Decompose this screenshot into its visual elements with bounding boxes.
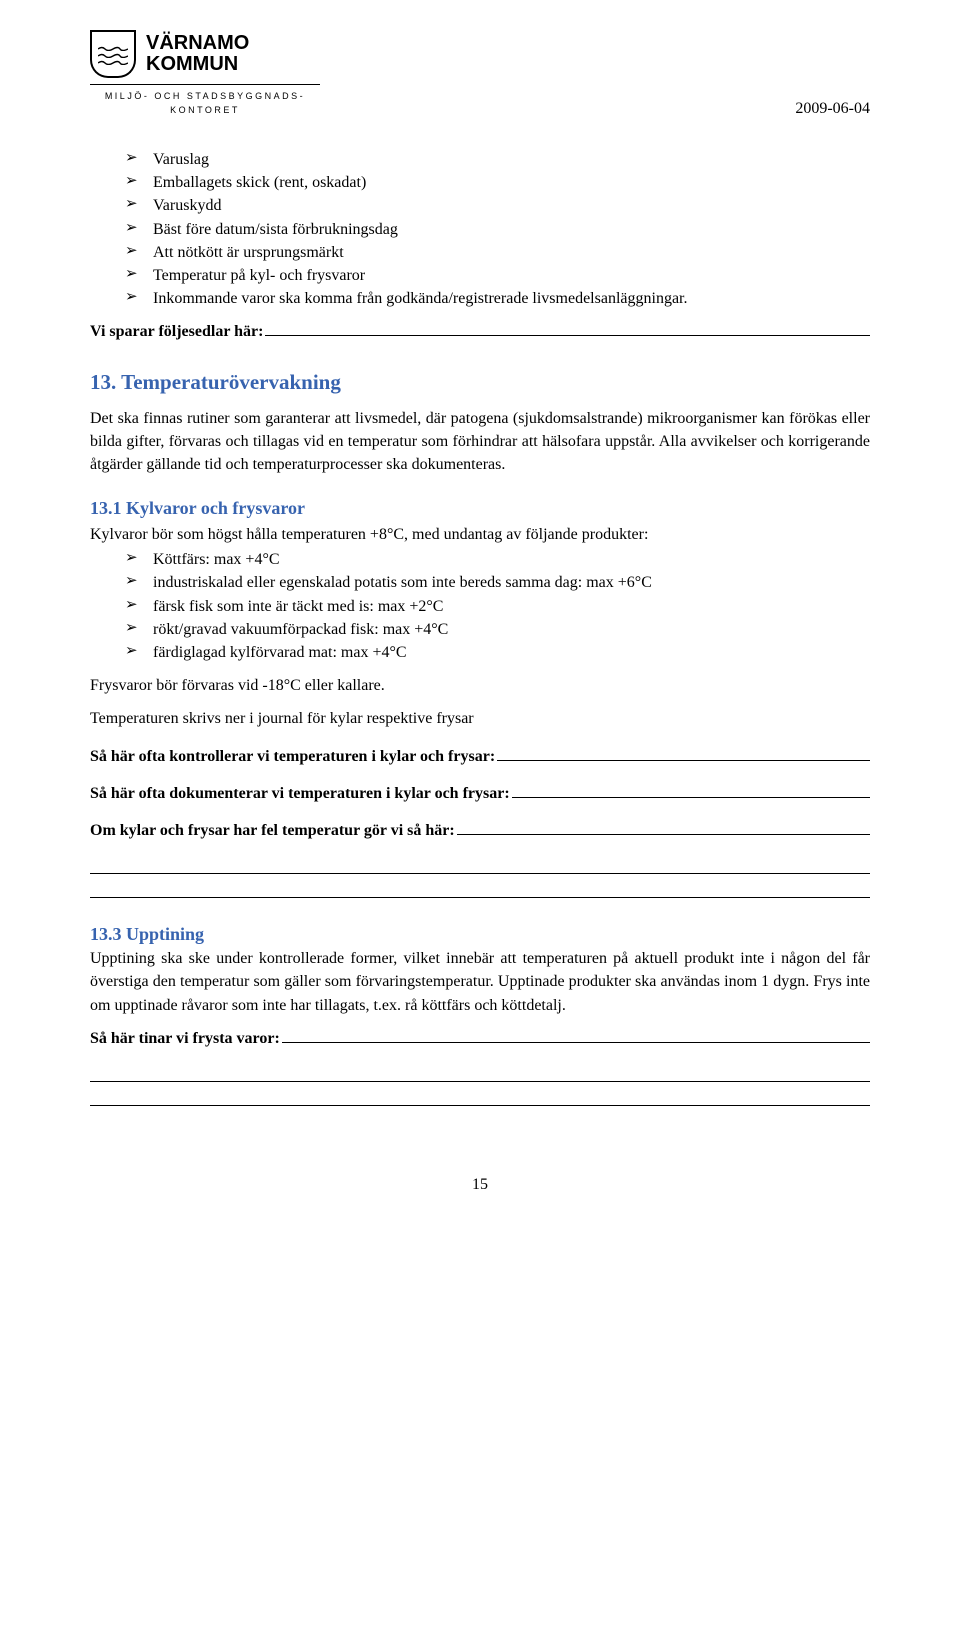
fill-line <box>512 782 870 798</box>
dept-line1: MILJÖ- OCH STADSBYGGNADS- <box>105 91 305 101</box>
list-item: Temperatur på kyl- och frysvaror <box>125 264 870 287</box>
sec131-lead: Kylvaror bör som högst hålla temperature… <box>90 523 870 546</box>
sec133-body: Upptining ska ske under kontrollerade fo… <box>90 947 870 1017</box>
fill-line <box>265 320 870 336</box>
blank-line <box>90 1084 870 1106</box>
top-bullet-list: Varuslag Emballagets skick (rent, oskada… <box>125 148 870 310</box>
heading-13-3: 13.3 Upptining <box>90 924 870 945</box>
dept-line2: KONTORET <box>170 105 240 115</box>
list-item: Bäst före datum/sista förbrukningsdag <box>125 218 870 241</box>
journal-line: Temperaturen skrivs ner i journal för ky… <box>90 707 870 730</box>
list-item: Att nötkött är ursprungsmärkt <box>125 241 870 264</box>
save-notes-line: Vi sparar följesedlar här: <box>90 320 870 343</box>
logo-divider <box>90 84 320 85</box>
fill-line <box>457 819 870 835</box>
q2-label: Så här ofta dokumenterar vi temperaturen… <box>90 782 510 805</box>
org-line1: VÄRNAMO <box>146 33 249 54</box>
list-item: Varuslag <box>125 148 870 171</box>
logo-row: VÄRNAMO KOMMUN <box>90 30 340 78</box>
sec133-q-line: Så här tinar vi frysta varor: <box>90 1027 870 1050</box>
q1-label: Så här ofta kontrollerar vi temperaturen… <box>90 745 495 768</box>
org-name: VÄRNAMO KOMMUN <box>146 33 249 75</box>
list-item: Köttfärs: max +4°C <box>125 548 870 571</box>
blank-line <box>90 852 870 874</box>
sec13-intro: Det ska finnas rutiner som garanterar at… <box>90 407 870 477</box>
frys-line: Frysvaror bör förvaras vid -18°C eller k… <box>90 674 870 697</box>
fill-line <box>282 1027 870 1043</box>
q3-label: Om kylar och frysar har fel temperatur g… <box>90 819 455 842</box>
q3-line: Om kylar och frysar har fel temperatur g… <box>90 819 870 842</box>
blank-line <box>90 876 870 898</box>
blank-line <box>90 1060 870 1082</box>
list-item: rökt/gravad vakuumförpackad fisk: max +4… <box>125 618 870 641</box>
fill-line <box>497 745 870 761</box>
list-item: färdiglagad kylförvarad mat: max +4°C <box>125 641 870 664</box>
list-item: Emballagets skick (rent, oskadat) <box>125 171 870 194</box>
sec131-list: Köttfärs: max +4°C industriskalad eller … <box>125 548 870 664</box>
q1-line: Så här ofta kontrollerar vi temperaturen… <box>90 745 870 768</box>
list-item: industriskalad eller egenskalad potatis … <box>125 571 870 594</box>
list-item: färsk fisk som inte är täckt med is: max… <box>125 595 870 618</box>
page-header: VÄRNAMO KOMMUN MILJÖ- OCH STADSBYGGNADS-… <box>90 30 870 118</box>
heading-13: 13. Temperaturövervakning <box>90 370 870 395</box>
sec133-q-label: Så här tinar vi frysta varor: <box>90 1027 280 1050</box>
page-number: 15 <box>90 1176 870 1194</box>
document-date: 2009-06-04 <box>795 100 870 118</box>
department: MILJÖ- OCH STADSBYGGNADS- KONTORET <box>90 89 320 118</box>
heading-13-1: 13.1 Kylvaror och frysvaror <box>90 498 870 519</box>
org-line2: KOMMUN <box>146 54 249 75</box>
list-item: Varuskydd <box>125 194 870 217</box>
list-item: Inkommande varor ska komma från godkända… <box>125 287 870 310</box>
save-notes-label: Vi sparar följesedlar här: <box>90 320 263 343</box>
logo-block: VÄRNAMO KOMMUN MILJÖ- OCH STADSBYGGNADS-… <box>90 30 340 118</box>
q2-line: Så här ofta dokumenterar vi temperaturen… <box>90 782 870 805</box>
shield-icon <box>90 30 136 78</box>
